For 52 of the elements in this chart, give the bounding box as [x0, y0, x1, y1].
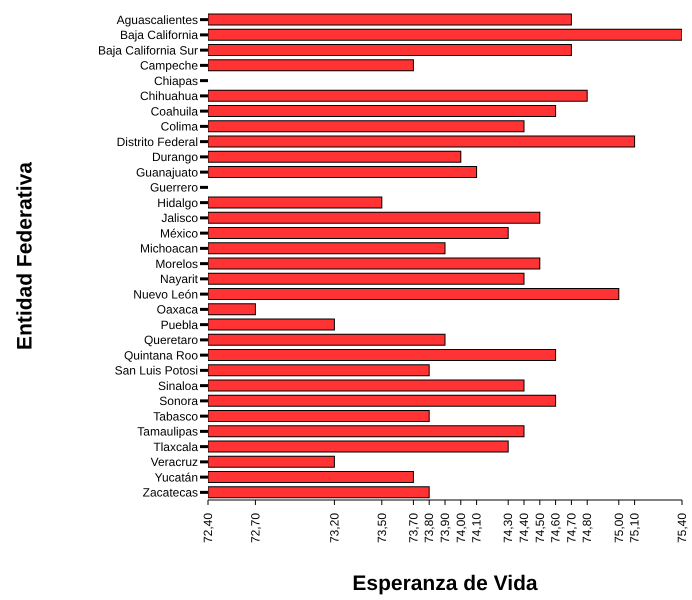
y-tick-label: Guerrero: [150, 180, 198, 195]
y-tick-label: Michoacan: [140, 242, 198, 256]
y-tick-label: Campeche: [140, 58, 198, 73]
y-tick-label: Colima: [160, 120, 198, 134]
y-tick-label: Queretaro: [144, 333, 198, 348]
y-tick-label: Puebla: [160, 318, 198, 332]
y-tick-label: Veracruz: [150, 455, 198, 470]
y-tick-label: San Luis Potosi: [114, 364, 198, 378]
x-tick-label: 74,80: [580, 512, 594, 544]
y-tick-label: Oaxaca: [156, 302, 198, 317]
x-tick-label: 74,40: [517, 512, 531, 544]
y-tick-label: Distrito Federal: [116, 134, 198, 149]
y-tick-label: Baja California Sur: [98, 43, 198, 58]
y-tick-label: Zacatecas: [142, 486, 198, 500]
y-tick-label: Guanajuato: [136, 165, 198, 180]
y-tick-label: Tamaulipas: [137, 424, 198, 439]
y-tick-label: Aguascalientes: [116, 12, 198, 27]
x-tick-label: 73,70: [406, 512, 420, 544]
y-tick-label: Nayarit: [160, 272, 199, 286]
y-tick-label: México: [160, 226, 198, 240]
x-tick-label: 72,70: [248, 512, 262, 544]
x-axis-title: Esperanza de Vida: [352, 572, 538, 595]
y-tick-label: Tabasco: [153, 409, 198, 424]
y-tick-label: Nuevo León: [133, 287, 198, 302]
y-tick-label: Jalisco: [161, 211, 198, 226]
y-tick-label: Sinaloa: [158, 378, 198, 393]
y-tick-label: Hidalgo: [157, 196, 198, 210]
y-tick-label: Tlaxcala: [153, 440, 198, 454]
y-tick-label: Chiapas: [154, 74, 198, 88]
x-tick-label: 74,10: [470, 512, 484, 544]
x-tick-label: 73,50: [374, 512, 389, 544]
x-tick-label: 74,30: [501, 512, 516, 544]
y-tick-label: Coahuila: [150, 104, 198, 118]
x-tick-label: 75,40: [675, 512, 689, 544]
x-tick-label: 75,10: [628, 512, 642, 544]
y-tick-label: Sonora: [159, 394, 198, 408]
y-axis-title: Entidad Federativa: [13, 162, 36, 350]
y-tick-label: Chihuahua: [140, 89, 198, 104]
x-tick-label: 73,80: [422, 512, 436, 544]
x-tick-label: 73,90: [438, 512, 452, 544]
x-tick-label: 72,40: [201, 512, 215, 544]
y-tick-label: Morelos: [155, 256, 198, 271]
x-tick-label: 75,00: [612, 512, 626, 544]
x-tick-label: 74,00: [454, 512, 468, 544]
x-tick-label: 73,20: [327, 512, 342, 544]
x-tick-label: 74,70: [564, 512, 578, 544]
x-tick-label: 74,60: [548, 512, 563, 544]
y-tick-label: Quintana Roo: [124, 348, 198, 362]
y-tick-label: Baja California: [120, 28, 198, 42]
x-tick-label: 74,50: [532, 512, 547, 544]
y-tick-label: Durango: [152, 150, 198, 164]
y-tick-label: Yucatán: [154, 470, 198, 484]
